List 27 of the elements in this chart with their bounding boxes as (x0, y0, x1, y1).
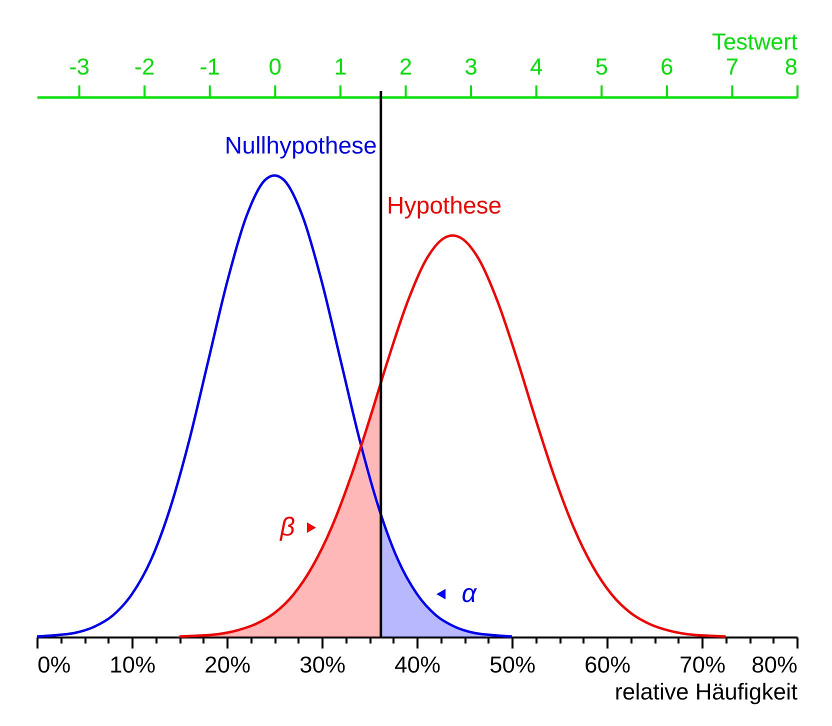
x-tick-label: 70% (679, 652, 726, 678)
x-tick-label: 10% (109, 652, 156, 678)
x-tick-label: 0% (38, 652, 71, 678)
series-label: Nullhypothese (224, 132, 377, 160)
x2-tick-label: 3 (464, 54, 478, 80)
legend-label: α (462, 578, 478, 608)
x2-tick-label: -2 (134, 54, 155, 80)
series-label: β (279, 512, 296, 542)
x-tick-label: 60% (584, 652, 631, 678)
x-tick-label: 80% (751, 652, 798, 678)
series-label: Hypothese (386, 192, 502, 220)
x2-axis-title: Testwert (712, 28, 798, 54)
x2-tick-label: 0 (268, 54, 282, 80)
x-tick-label: 20% (204, 652, 251, 678)
x-tick-label: 30% (299, 652, 346, 678)
x-tick-label: 40% (394, 652, 441, 678)
x2-tick-label: 6 (660, 54, 674, 80)
x2-tick-label: -1 (200, 54, 220, 80)
x2-tick-label: 1 (334, 54, 347, 80)
x2-tick-label: 8 (784, 54, 798, 80)
x2-tick-label: 5 (595, 54, 608, 80)
x-tick-label: 50% (489, 652, 536, 678)
x-axis-title: relative Häufigkeit (614, 678, 798, 704)
x2-tick-label: 4 (530, 54, 543, 80)
x2-tick-label: 2 (399, 54, 412, 80)
x2-tick-label: 7 (726, 54, 739, 80)
x2-tick-label: -3 (69, 54, 90, 80)
